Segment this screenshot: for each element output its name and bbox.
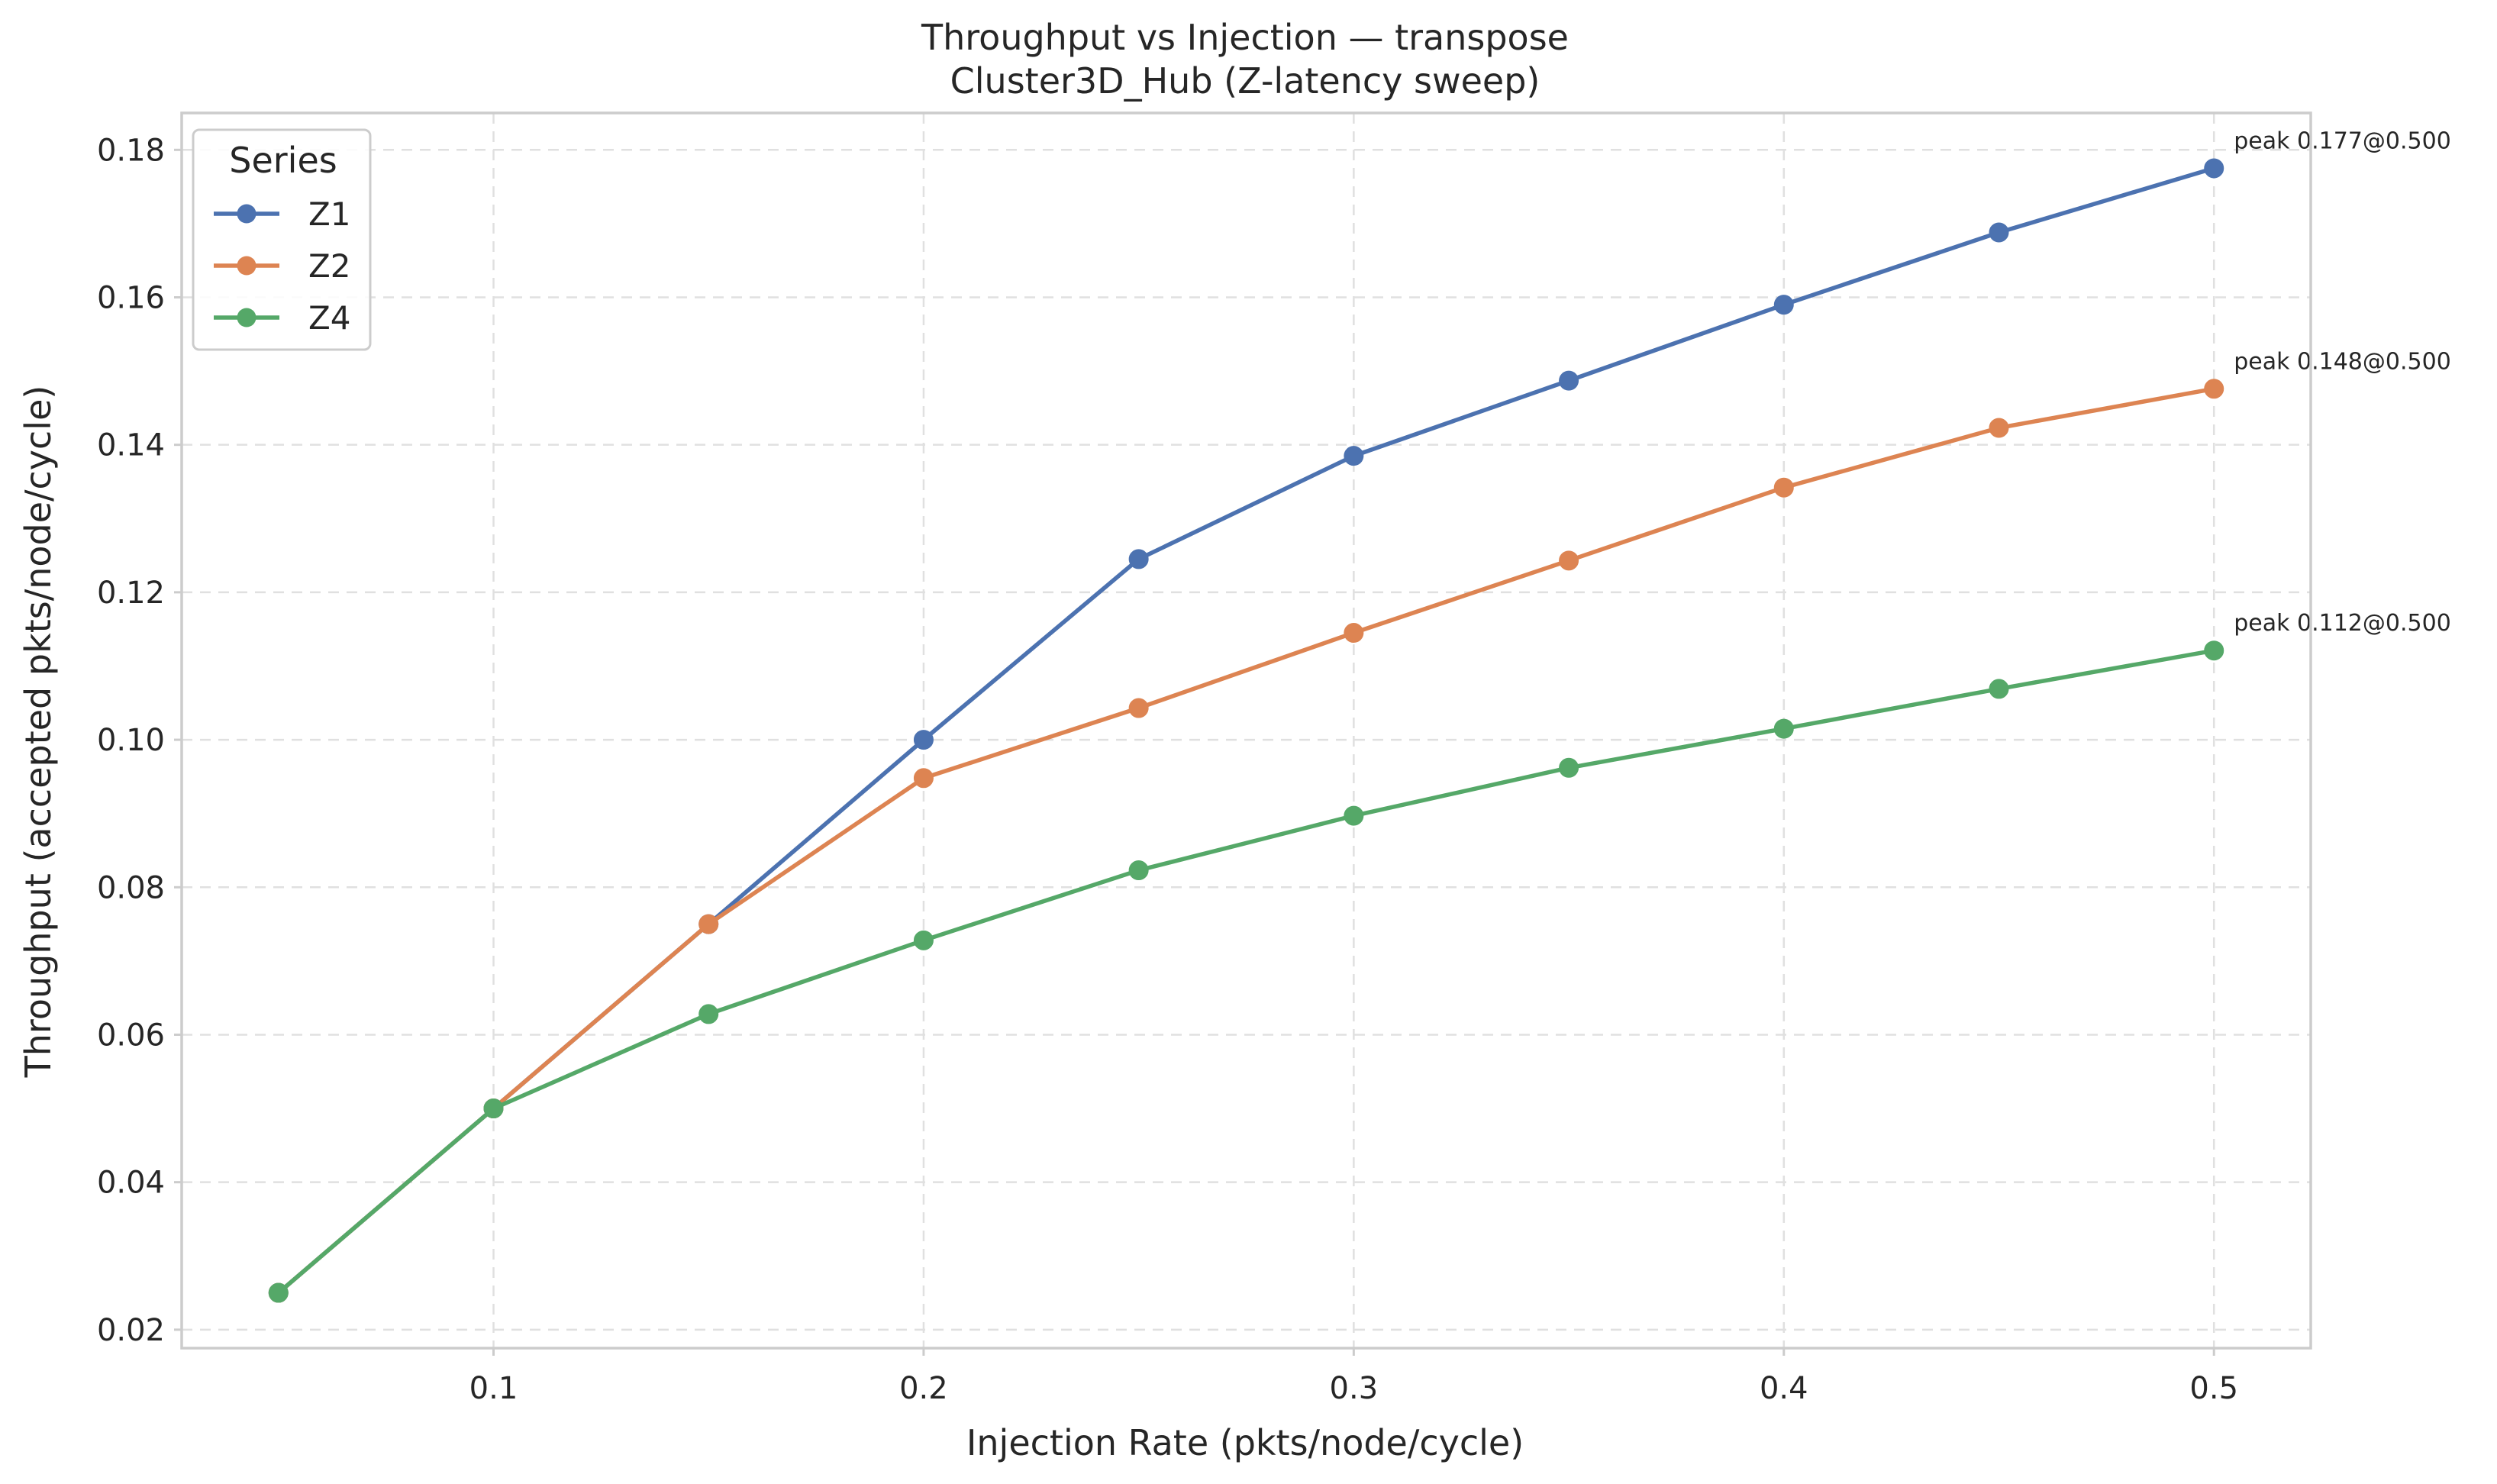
data-point-z2	[913, 768, 934, 789]
data-point-z1	[1559, 370, 1579, 391]
y-tick-label: 0.04	[97, 1166, 165, 1201]
series-line-z2	[276, 386, 2216, 1295]
legend-item-z4: Z4	[214, 299, 351, 337]
legend-item-z1: Z1	[214, 195, 351, 233]
data-point-z2	[1773, 477, 1794, 498]
data-point-z4	[1128, 860, 1149, 881]
peak-annotation-z1: peak 0.177@0.500	[2234, 127, 2451, 154]
chart-title: Throughput vs Injection — transpose	[921, 17, 1569, 58]
data-point-z4	[483, 1098, 504, 1119]
y-tick-label: 0.16	[97, 280, 165, 315]
chart-subtitle: Cluster3D_Hub (Z-latency sweep)	[950, 60, 1540, 102]
legend-label: Z1	[308, 195, 351, 233]
legend: Series Z1 Z2 Z4	[192, 128, 372, 351]
legend-label: Z4	[308, 299, 351, 337]
y-tick-label: 0.06	[97, 1018, 165, 1053]
data-point-z4	[1344, 805, 1364, 826]
legend-item-z2: Z2	[214, 247, 351, 285]
data-point-z2	[1559, 550, 1579, 571]
annotations: peak 0.177@0.500 peak 0.148@0.500 peak 0.1…	[2234, 127, 2451, 637]
data-point-z2	[698, 914, 719, 934]
x-tick-label: 0.5	[2189, 1371, 2238, 1406]
series-z4	[268, 640, 2224, 1303]
data-point-z4	[698, 1004, 719, 1024]
y-tick-label: 0.10	[97, 723, 165, 758]
data-point-z2	[1989, 418, 2009, 438]
legend-label: Z2	[308, 247, 351, 285]
y-tick-label: 0.18	[97, 133, 165, 168]
x-tick-label: 0.4	[1760, 1371, 1808, 1406]
legend-marker	[237, 308, 256, 327]
grid-lines	[182, 113, 2311, 1348]
x-axis-label: Injection Rate (pkts/node/cycle)	[966, 1422, 1524, 1463]
y-tick-label: 0.08	[97, 870, 165, 905]
data-point-z2	[1128, 698, 1149, 718]
series-z2	[268, 379, 2224, 1303]
data-point-z1	[913, 730, 934, 750]
data-point-z4	[1773, 718, 1794, 739]
y-axis-label: Throughput (accepted pkts/node/cycle)	[18, 386, 59, 1079]
y-tick-label: 0.14	[97, 428, 165, 463]
axis-ticks: 0.1 0.2 0.3 0.4 0.5 0.02 0.04 0.06 0.08 0.10 0.12 0…	[97, 133, 2238, 1406]
x-tick-label: 0.1	[469, 1371, 518, 1406]
legend-title: Series	[229, 140, 337, 181]
legend-marker	[237, 204, 256, 224]
y-tick-label: 0.12	[97, 576, 165, 611]
data-point-z4	[913, 930, 934, 950]
data-point-z2	[1344, 623, 1364, 644]
x-tick-label: 0.3	[1330, 1371, 1379, 1406]
peak-annotation-z2: peak 0.148@0.500	[2234, 348, 2451, 375]
data-point-z1	[2204, 158, 2224, 179]
y-tick-label: 0.02	[97, 1313, 165, 1348]
series-lines	[268, 158, 2224, 1303]
x-tick-label: 0.2	[899, 1371, 948, 1406]
data-point-z4	[2204, 640, 2224, 661]
data-point-z1	[1773, 295, 1794, 315]
peak-annotation-z4: peak 0.112@0.500	[2234, 610, 2451, 637]
legend-box	[192, 128, 372, 351]
series-line-z4	[276, 648, 2216, 1295]
legend-marker	[237, 256, 256, 276]
data-point-z1	[1128, 549, 1149, 569]
data-point-z2	[2204, 379, 2224, 399]
data-point-z1	[1344, 446, 1364, 466]
data-point-z4	[268, 1282, 289, 1303]
plot-area-frame	[180, 111, 2312, 1350]
data-point-z1	[1989, 222, 2009, 243]
data-point-z4	[1989, 679, 2009, 699]
data-point-z4	[1559, 757, 1579, 778]
